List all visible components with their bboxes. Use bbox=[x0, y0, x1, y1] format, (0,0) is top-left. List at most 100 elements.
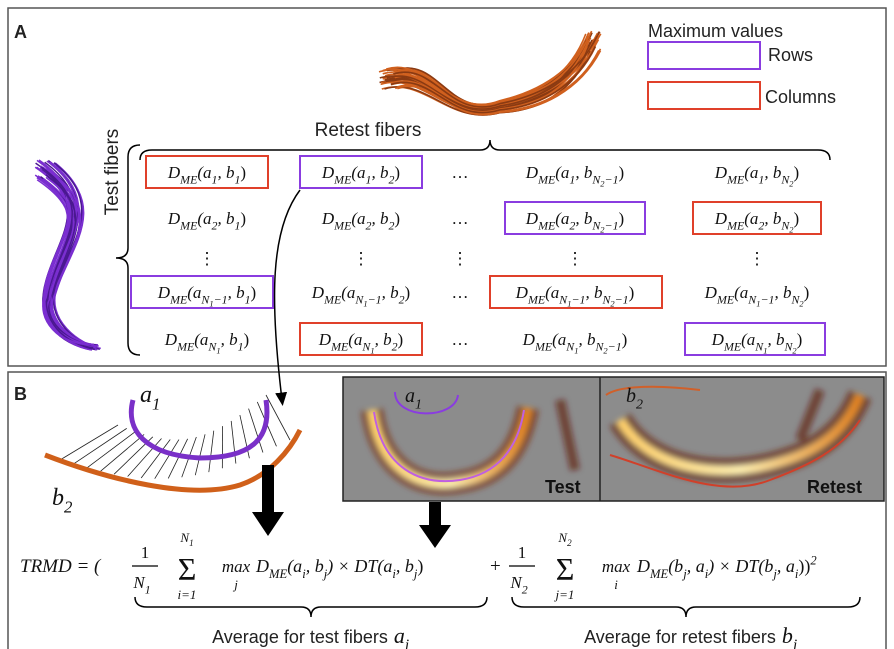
caption-math: ai bbox=[394, 623, 409, 649]
formula-part: Σ bbox=[556, 551, 575, 587]
math-part: D bbox=[157, 283, 171, 302]
math-part: , b bbox=[371, 163, 388, 182]
math-part: i bbox=[405, 637, 409, 649]
math-part: (a bbox=[744, 163, 758, 182]
matrix-cell: DME(aN1−1, bN2) bbox=[704, 283, 810, 309]
math-part: (a bbox=[197, 209, 211, 228]
matrix-cell: … bbox=[452, 209, 469, 228]
matrix-cell: ⋮ bbox=[567, 249, 584, 268]
formula-part: + bbox=[490, 556, 501, 577]
caption: Average for test fibers bbox=[212, 627, 388, 647]
math-part: −1 bbox=[571, 292, 585, 306]
math-part: ME bbox=[723, 339, 742, 353]
math-part: a bbox=[394, 623, 405, 648]
math-part: Σ bbox=[178, 551, 197, 587]
math-part: (a bbox=[194, 330, 208, 349]
math-part: (a bbox=[555, 163, 569, 182]
math-part: (a bbox=[555, 209, 569, 228]
math-part: , b bbox=[585, 283, 602, 302]
matrix-cell: ⋮ bbox=[353, 249, 370, 268]
matrix-cell: ⋮ bbox=[749, 249, 766, 268]
math-part: … bbox=[452, 283, 469, 302]
math-part: , b bbox=[575, 209, 592, 228]
math-part: , b bbox=[578, 330, 595, 349]
math-part: ) bbox=[619, 163, 625, 182]
math-part: D bbox=[321, 209, 335, 228]
math-part: 1 bbox=[415, 397, 422, 412]
math-part: i=1 bbox=[178, 587, 197, 602]
math-part: 1 bbox=[141, 543, 150, 562]
math-part: i bbox=[614, 577, 618, 592]
matrix-cell: DME(aN1, bN2) bbox=[711, 330, 803, 356]
math-part: ) bbox=[622, 330, 628, 349]
math-part: 2 bbox=[64, 498, 73, 517]
math-part: (a bbox=[341, 283, 355, 302]
math-part: 1 bbox=[518, 543, 527, 562]
matrix-cell: … bbox=[452, 283, 469, 302]
math-part: , a bbox=[777, 556, 795, 576]
math-part: , b bbox=[382, 283, 399, 302]
math-part: ) bbox=[394, 163, 400, 182]
math-part: (a bbox=[734, 283, 748, 302]
math-part: , b bbox=[575, 163, 592, 182]
math-part: ME bbox=[649, 567, 668, 581]
matrix-cell: DME(a2, bN2) bbox=[714, 209, 799, 235]
math-part: D bbox=[522, 330, 536, 349]
panel-label: A bbox=[14, 22, 27, 42]
math-part: −1 bbox=[368, 292, 382, 306]
matrix-cell: DME(a1, bN2−1) bbox=[525, 163, 624, 189]
matrix-cell: DME(aN1, bN2−1) bbox=[522, 330, 628, 356]
math-part: ) bbox=[797, 330, 803, 349]
math-part: ⋮ bbox=[199, 249, 216, 268]
math-part: ) bbox=[804, 283, 810, 302]
math-part: (a bbox=[351, 163, 365, 182]
math-part: (a bbox=[287, 556, 302, 577]
math-part: ) bbox=[398, 330, 404, 349]
matrix-cell: DME(aN1−1, bN2−1) bbox=[515, 283, 635, 309]
matrix-cell: DME(a2, bN2−1) bbox=[525, 209, 624, 235]
math-part: ME bbox=[333, 172, 352, 186]
matrix-cell: … bbox=[452, 330, 469, 349]
math-part: 1 bbox=[189, 538, 194, 548]
math-part: (b bbox=[668, 556, 683, 577]
caption-math: bj bbox=[782, 623, 797, 649]
math-part: ⋮ bbox=[567, 249, 584, 268]
math-part: ) bbox=[240, 209, 246, 228]
math-part: ME bbox=[534, 339, 553, 353]
math-part: , b bbox=[764, 209, 781, 228]
math-part: (a bbox=[741, 330, 755, 349]
axis-label: Retest fibers bbox=[315, 120, 422, 141]
math-part: ) bbox=[794, 209, 800, 228]
formula-part: N2 bbox=[557, 530, 572, 548]
matrix-cell: … bbox=[452, 163, 469, 182]
math-part: max bbox=[222, 557, 251, 576]
math-part: , b bbox=[217, 163, 234, 182]
scan-label: Test bbox=[545, 477, 581, 497]
matrix-cell: DME(a1, b1) bbox=[167, 163, 246, 186]
math-part: ME bbox=[323, 292, 342, 306]
axis-label: Test fibers bbox=[102, 129, 123, 216]
math-part: ⋮ bbox=[749, 249, 766, 268]
math-part: 2 bbox=[567, 538, 572, 548]
math-part: ) bbox=[417, 556, 423, 577]
math-part: ME bbox=[176, 339, 195, 353]
formula-part: 1 bbox=[141, 543, 150, 562]
fiber-label: a1 bbox=[140, 382, 160, 414]
math-part: … bbox=[452, 209, 469, 228]
math-part: (a bbox=[545, 283, 559, 302]
math-part: ME bbox=[537, 218, 556, 232]
formula-part: N1 bbox=[132, 573, 150, 596]
panel-label: B bbox=[14, 384, 27, 404]
math-part: D bbox=[704, 283, 718, 302]
math-part: ) bbox=[240, 163, 246, 182]
math-part: D bbox=[255, 556, 269, 576]
math-part: D bbox=[167, 163, 181, 182]
math-part: TRMD = ( bbox=[20, 556, 102, 577]
link-arrow bbox=[275, 190, 300, 400]
math-part: , b bbox=[764, 163, 781, 182]
matrix-cell: ⋮ bbox=[199, 249, 216, 268]
math-part: D bbox=[525, 163, 539, 182]
formula-part: j=1 bbox=[554, 587, 575, 602]
scan-label: Retest bbox=[807, 477, 862, 497]
formula-part: max bbox=[222, 557, 251, 576]
